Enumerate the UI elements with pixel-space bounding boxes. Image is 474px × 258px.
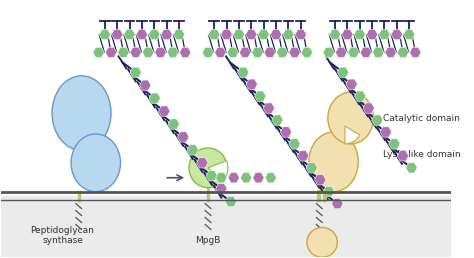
- Ellipse shape: [52, 76, 111, 150]
- Ellipse shape: [309, 132, 358, 192]
- Text: MpgB: MpgB: [195, 236, 221, 245]
- Text: MpgA: MpgA: [307, 236, 332, 245]
- Text: LysM-like domain: LysM-like domain: [383, 150, 461, 159]
- Bar: [0, 196, 451, 257]
- Wedge shape: [208, 161, 228, 181]
- Ellipse shape: [71, 134, 120, 192]
- Circle shape: [189, 148, 227, 188]
- Text: Peptidoglycan
synthase: Peptidoglycan synthase: [31, 226, 94, 245]
- Text: Catalytic domain: Catalytic domain: [383, 114, 460, 123]
- Wedge shape: [345, 126, 360, 144]
- Ellipse shape: [307, 228, 337, 257]
- Ellipse shape: [328, 92, 374, 144]
